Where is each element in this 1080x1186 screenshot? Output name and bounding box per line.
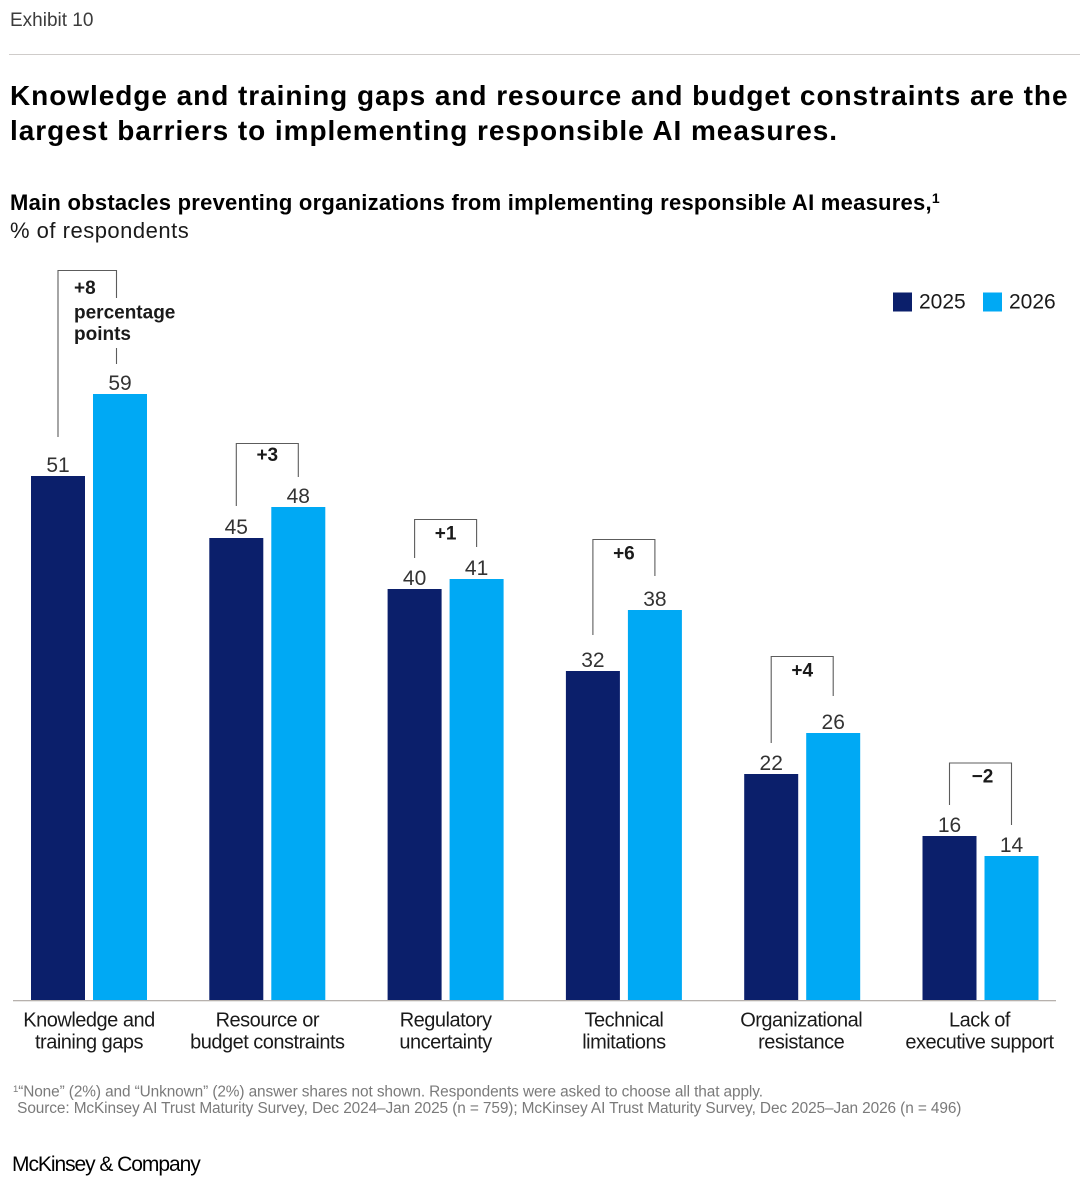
svg-text:22: 22 bbox=[760, 752, 783, 775]
svg-text:Knowledge and: Knowledge and bbox=[23, 1010, 154, 1032]
svg-text:45: 45 bbox=[225, 516, 248, 539]
svg-text:+4: +4 bbox=[791, 661, 813, 682]
svg-text:resistance: resistance bbox=[758, 1032, 845, 1054]
svg-text:+1: +1 bbox=[435, 524, 457, 545]
svg-text:2026: 2026 bbox=[1009, 291, 1056, 314]
svg-text:Lack of: Lack of bbox=[949, 1010, 1011, 1032]
svg-text:points: points bbox=[74, 324, 131, 345]
svg-text:41: 41 bbox=[465, 557, 488, 580]
svg-text:+3: +3 bbox=[256, 445, 278, 466]
svg-text:32: 32 bbox=[581, 649, 604, 672]
svg-text:limitations: limitations bbox=[582, 1032, 666, 1054]
svg-text:percentage: percentage bbox=[74, 303, 175, 324]
svg-text:Technical: Technical bbox=[584, 1010, 663, 1032]
svg-text:budget constraints: budget constraints bbox=[190, 1032, 345, 1054]
svg-text:59: 59 bbox=[108, 372, 131, 395]
svg-text:51: 51 bbox=[46, 454, 69, 477]
svg-text:+8: +8 bbox=[74, 278, 96, 299]
svg-text:+6: +6 bbox=[613, 544, 635, 565]
svg-text:Organizational: Organizational bbox=[740, 1010, 862, 1032]
svg-text:48: 48 bbox=[287, 485, 310, 508]
svg-text:14: 14 bbox=[1000, 834, 1024, 857]
svg-text:2025: 2025 bbox=[919, 291, 966, 314]
svg-text:38: 38 bbox=[643, 588, 666, 611]
svg-text:−2: −2 bbox=[972, 767, 994, 788]
svg-text:uncertainty: uncertainty bbox=[399, 1032, 492, 1054]
svg-text:26: 26 bbox=[822, 711, 845, 734]
svg-text:40: 40 bbox=[403, 567, 426, 590]
svg-text:Regulatory: Regulatory bbox=[400, 1010, 492, 1032]
svg-text:Resource or: Resource or bbox=[216, 1010, 320, 1032]
svg-text:training gaps: training gaps bbox=[35, 1032, 144, 1054]
svg-text:executive support: executive support bbox=[905, 1032, 1054, 1054]
svg-text:16: 16 bbox=[938, 814, 961, 837]
